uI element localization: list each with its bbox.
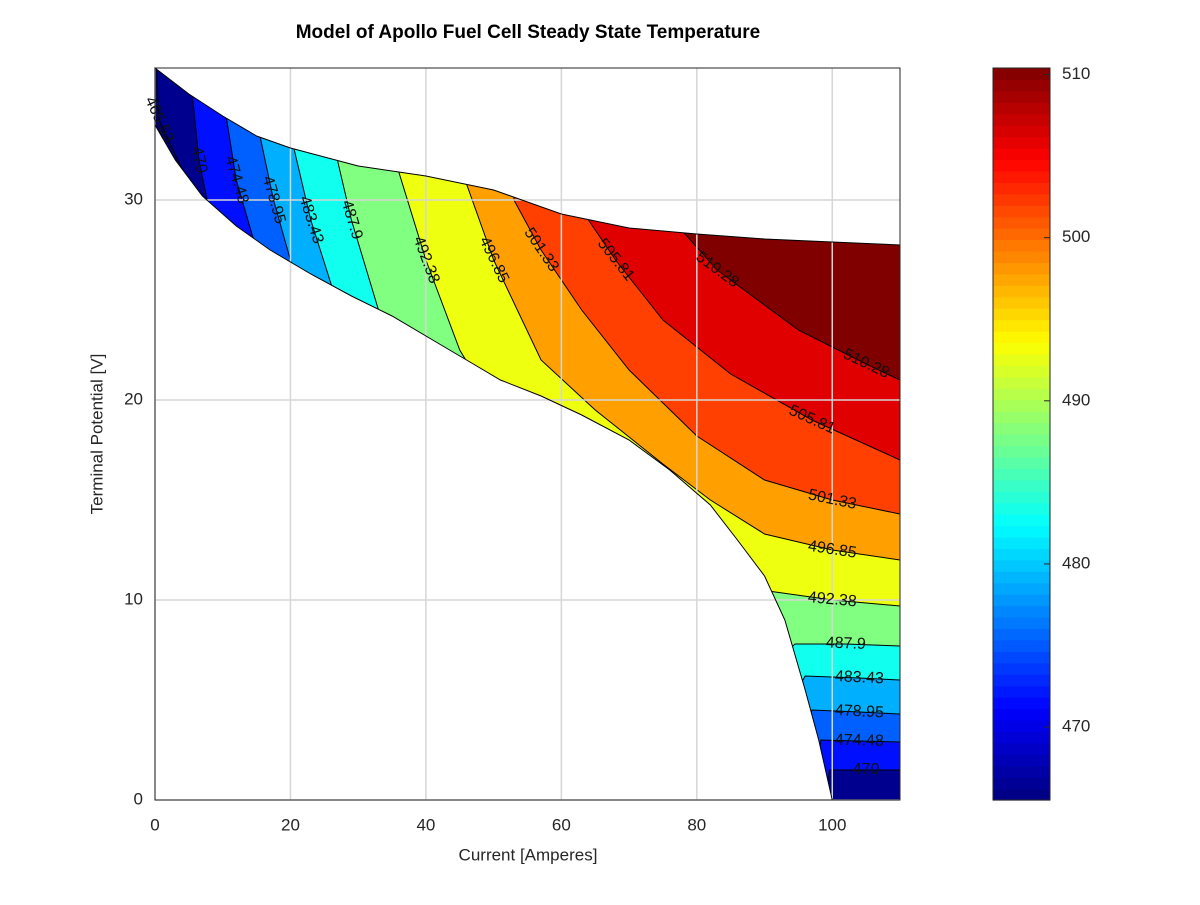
colorbar-swatch xyxy=(993,674,1050,687)
colorbar-swatch xyxy=(993,239,1050,252)
colorbar-swatch xyxy=(993,719,1050,732)
colorbar-swatch xyxy=(993,365,1050,378)
colorbar-swatch xyxy=(993,731,1050,744)
contour-label: 470 xyxy=(853,761,880,778)
colorbar-tick-label: 470 xyxy=(1062,717,1090,736)
y-tick-label: 20 xyxy=(124,389,143,408)
colorbar-swatch xyxy=(993,445,1050,458)
colorbar-swatch xyxy=(993,411,1050,424)
contour-label: 492.38 xyxy=(807,589,857,610)
colorbar-swatch xyxy=(993,296,1050,309)
axes-frame xyxy=(154,67,901,801)
colorbar-swatch xyxy=(993,765,1050,778)
colorbar-swatch xyxy=(993,697,1050,710)
colorbar-swatch xyxy=(993,228,1050,241)
colorbar-swatch xyxy=(993,285,1050,298)
colorbar-swatch xyxy=(993,628,1050,641)
colorbar-swatch xyxy=(993,90,1050,103)
colorbar-tick-label: 480 xyxy=(1062,553,1090,572)
y-axis-label: Terminal Potential [V] xyxy=(87,354,106,515)
colorbar-swatch xyxy=(993,468,1050,481)
contour-label: 478.95 xyxy=(835,702,885,721)
x-axis-label: Current [Amperes] xyxy=(459,845,598,864)
colorbar-swatch xyxy=(993,582,1050,595)
x-tick-label: 100 xyxy=(818,815,846,834)
colorbar-swatch xyxy=(993,742,1050,755)
x-tick-label: 80 xyxy=(687,815,706,834)
colorbar-swatch xyxy=(993,331,1050,344)
colorbar-swatch xyxy=(993,559,1050,572)
colorbar-swatch xyxy=(993,136,1050,149)
colorbar-swatch xyxy=(993,548,1050,561)
colorbar-swatch xyxy=(993,605,1050,618)
colorbar-swatch xyxy=(993,491,1050,504)
colorbar-swatch xyxy=(993,754,1050,767)
colorbar-tick-label: 500 xyxy=(1062,227,1090,246)
colorbar-swatch xyxy=(993,205,1050,218)
x-tick-label: 0 xyxy=(150,815,159,834)
colorbar-swatch xyxy=(993,788,1050,801)
chart-title: Model of Apollo Fuel Cell Steady State T… xyxy=(296,22,761,43)
contour-label: 470 xyxy=(188,145,210,175)
colorbar-swatch xyxy=(993,639,1050,652)
y-tick-label: 0 xyxy=(134,789,143,808)
colorbar-swatch xyxy=(993,159,1050,172)
colorbar-swatch xyxy=(993,262,1050,275)
colorbar-swatch xyxy=(993,536,1050,549)
colorbar-swatch xyxy=(993,456,1050,469)
colorbar-swatch xyxy=(993,376,1050,389)
colorbar-swatch xyxy=(993,113,1050,126)
colorbar-swatch xyxy=(993,388,1050,401)
colorbar-tick-label: 510 xyxy=(1062,64,1090,83)
colorbar-swatch xyxy=(993,68,1050,81)
colorbar-swatch xyxy=(993,216,1050,229)
colorbar-swatch xyxy=(993,662,1050,675)
colorbar-swatch xyxy=(993,319,1050,332)
contour-label: 474.48 xyxy=(835,732,884,750)
colorbar-swatch xyxy=(993,342,1050,355)
colorbar-swatch xyxy=(993,617,1050,630)
x-tick-label: 40 xyxy=(416,815,435,834)
colorbar-swatch xyxy=(993,594,1050,607)
y-tick-label: 30 xyxy=(124,189,143,208)
colorbar-swatch xyxy=(993,251,1050,264)
y-tick-label: 10 xyxy=(124,589,143,608)
colorbar-swatch xyxy=(993,148,1050,161)
colorbar-swatch xyxy=(993,102,1050,115)
contour-line xyxy=(513,68,900,515)
colorbar-swatch xyxy=(993,422,1050,435)
colorbar-frame xyxy=(992,67,1051,801)
colorbar-tick-label: 490 xyxy=(1062,390,1090,409)
colorbar-swatch xyxy=(993,308,1050,321)
colorbar-swatch xyxy=(993,479,1050,492)
domain-outline xyxy=(154,66,901,801)
contour-label: 483.43 xyxy=(835,668,885,687)
colorbar-swatch xyxy=(993,434,1050,447)
colorbar-swatch xyxy=(993,353,1050,366)
colorbar-swatch xyxy=(993,525,1050,538)
contour-label: 487.9 xyxy=(826,634,867,652)
colorbar-swatch xyxy=(993,193,1050,206)
colorbar-swatch xyxy=(993,170,1050,183)
colorbar-swatch xyxy=(993,182,1050,195)
x-tick-label: 60 xyxy=(552,815,571,834)
colorbar-swatch xyxy=(993,399,1050,412)
colorbar-swatch xyxy=(993,651,1050,664)
colorbar-swatch xyxy=(993,571,1050,584)
colorbar-swatch xyxy=(993,79,1050,92)
colorbar-swatch xyxy=(993,502,1050,515)
colorbar-swatch xyxy=(993,685,1050,698)
colorbar-swatch xyxy=(993,777,1050,790)
colorbar-swatch xyxy=(993,514,1050,527)
colorbar-swatch xyxy=(993,708,1050,721)
x-tick-label: 20 xyxy=(281,815,300,834)
colorbar-swatch xyxy=(993,125,1050,138)
colorbar-swatch xyxy=(993,273,1050,286)
contour-label: 496.85 xyxy=(807,538,858,562)
contour-line xyxy=(466,68,900,561)
